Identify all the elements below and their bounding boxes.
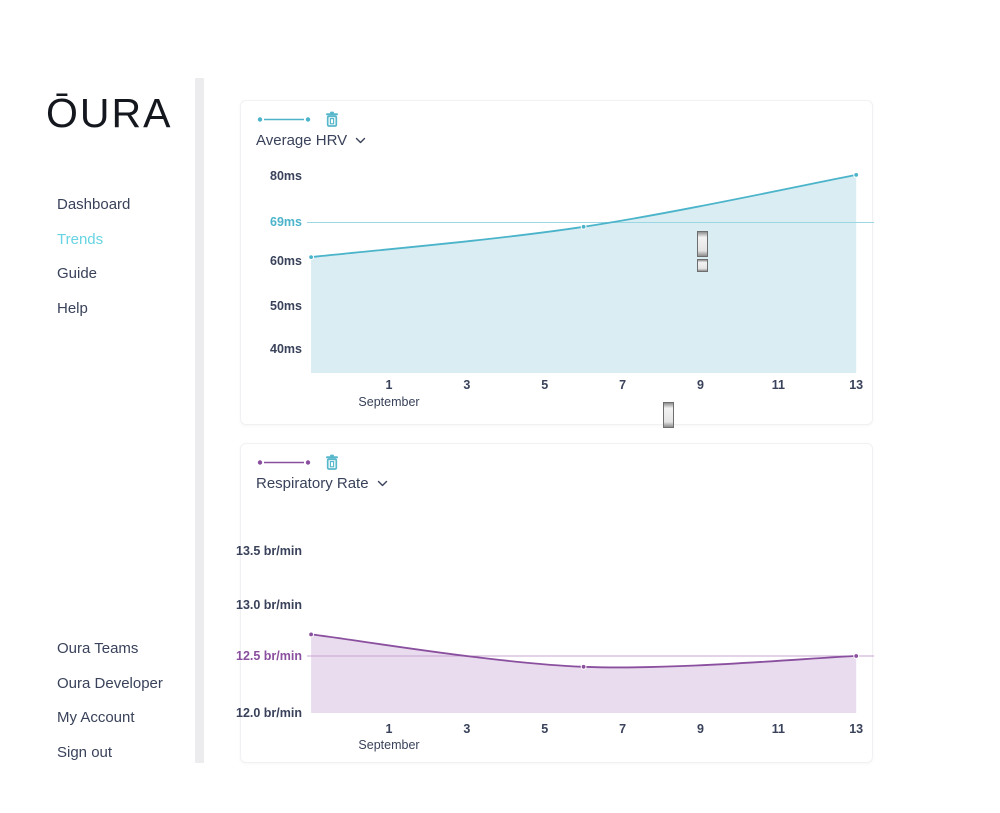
- x-tick-label: 3: [463, 722, 471, 736]
- sidebar-item-my-account[interactable]: My Account: [57, 709, 135, 726]
- x-tick-label: 5: [541, 378, 549, 392]
- chart-title: Average HRV: [256, 132, 348, 149]
- sidebar-item-oura-teams[interactable]: Oura Teams: [57, 640, 139, 657]
- trash-icon[interactable]: [325, 454, 339, 470]
- month-label: September: [358, 395, 420, 409]
- y-tick-label: 60ms: [270, 254, 302, 268]
- chart-header: Average HRV: [256, 111, 366, 149]
- y-tick-label: 12.5 br/min: [236, 649, 302, 663]
- chevron-down-icon: [377, 480, 387, 487]
- series-line-legend-icon: [256, 458, 312, 467]
- x-tick-label: 9: [696, 722, 704, 736]
- scrollbar[interactable]: [195, 78, 204, 763]
- x-tick-label: 3: [463, 378, 471, 392]
- y-tick-label: 50ms: [270, 299, 302, 313]
- x-tick-label: 5: [541, 722, 549, 736]
- x-tick-label: 13: [849, 722, 864, 736]
- chart-card-average-hrv: Average HRV 80ms 69ms 60ms 50ms 40ms 1 3 5 7 9 11…: [240, 100, 874, 425]
- chart-header: Respiratory Rate: [256, 454, 388, 492]
- sidebar-item-help[interactable]: Help: [57, 299, 88, 317]
- sidebar-item-oura-developer[interactable]: Oura Developer: [57, 674, 163, 692]
- oura-logo[interactable]: ŌURA: [46, 90, 173, 136]
- x-tick-label: 11: [771, 722, 785, 736]
- x-tick-label: 13: [849, 378, 864, 392]
- month-label: September: [358, 738, 420, 752]
- sidebar-item-sign-out[interactable]: Sign out: [57, 743, 113, 761]
- x-tick-label: 1: [385, 378, 393, 392]
- y-tick-label: 69ms: [270, 215, 302, 229]
- chevron-down-icon: [355, 137, 366, 144]
- respiratory-chart-plot[interactable]: [307, 531, 874, 727]
- sidebar-item-dashboard[interactable]: Dashboard: [57, 196, 131, 213]
- chart-card-respiratory-rate: Respiratory Rate 13.5 br/min 13.0 br/min 1…: [236, 443, 874, 763]
- y-tick-label: 12.0 br/min: [236, 706, 302, 720]
- x-tick-label: 11: [771, 378, 785, 392]
- x-tick-label: 1: [385, 722, 393, 736]
- metric-dropdown-respiratory-rate[interactable]: Respiratory Rate: [256, 475, 388, 492]
- hrv-chart-plot[interactable]: [307, 161, 874, 377]
- x-tick-label: 9: [696, 378, 704, 392]
- series-line-legend-icon: [256, 115, 312, 124]
- metric-dropdown-average-hrv[interactable]: Average HRV: [256, 132, 366, 149]
- x-tick-label: 7: [619, 378, 627, 392]
- sidebar-footer-nav: Oura Teams Oura Developer My Account Sign o…: [57, 640, 163, 778]
- broken-image-artifact-1: [697, 231, 708, 272]
- sidebar-nav: Dashboard Trends Guide Help: [57, 196, 130, 334]
- broken-image-artifact-2: [663, 402, 674, 428]
- chart-title: Respiratory Rate: [256, 475, 369, 492]
- y-tick-label: 80ms: [270, 169, 302, 183]
- sidebar-item-guide[interactable]: Guide: [57, 265, 98, 282]
- x-tick-label: 7: [619, 722, 627, 736]
- sidebar-item-trends[interactable]: Trends: [57, 230, 104, 248]
- y-tick-label: 40ms: [270, 342, 302, 356]
- y-tick-label: 13.5 br/min: [236, 544, 302, 558]
- trash-icon[interactable]: [325, 111, 339, 127]
- y-tick-label: 13.0 br/min: [236, 598, 302, 612]
